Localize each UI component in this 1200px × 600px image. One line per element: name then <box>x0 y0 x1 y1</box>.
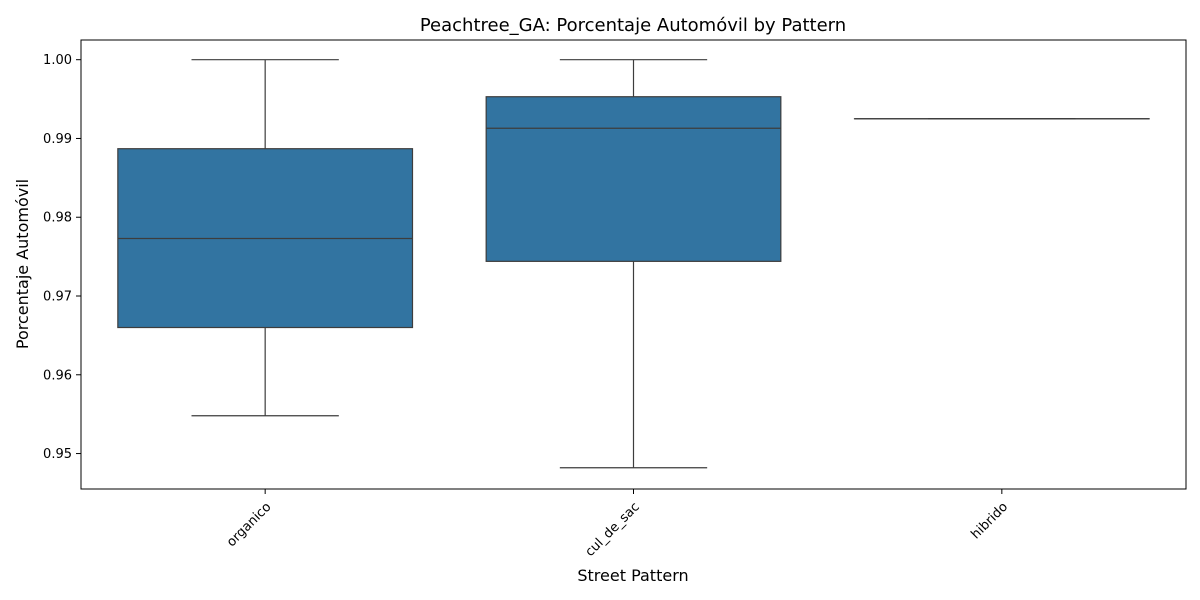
x-axis-label: Street Pattern <box>577 566 688 585</box>
box-organico <box>117 59 414 417</box>
plot-area <box>117 59 1150 469</box>
y-axis-label: Porcentaje Automóvil <box>13 179 32 349</box>
x-tick-label: cul_de_sac <box>583 500 643 560</box>
chart-title: Peachtree_GA: Porcentaje Automóvil by Pa… <box>420 15 846 36</box>
y-tick-label: 0.95 <box>43 447 72 462</box>
y-tick-label: 0.96 <box>43 368 72 383</box>
y-tick-label: 0.98 <box>43 211 72 226</box>
x-tick-label: hibrido <box>968 500 1011 543</box>
x-axis: organico cul_de_sac hibrido <box>224 489 1011 560</box>
y-tick-label: 0.97 <box>43 290 72 305</box>
y-tick-label: 0.99 <box>43 132 72 147</box>
y-tick-label: 1.00 <box>43 53 72 68</box>
iqr-box <box>485 96 782 262</box>
y-axis: 0.95 0.96 0.97 0.98 0.99 1.00 <box>43 53 81 462</box>
x-tick-label: organico <box>224 500 274 550</box>
box-cul_de_sac <box>485 59 782 469</box>
